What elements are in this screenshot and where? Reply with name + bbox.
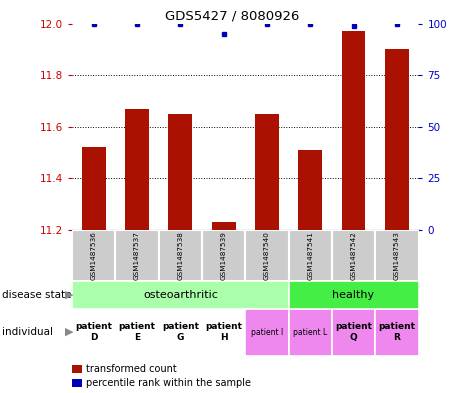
- Text: patient L: patient L: [293, 328, 327, 336]
- Text: patient
R: patient R: [379, 322, 415, 342]
- Text: GSM1487538: GSM1487538: [177, 231, 183, 280]
- Text: ▶: ▶: [65, 290, 73, 300]
- Text: ▶: ▶: [65, 327, 73, 337]
- Text: patient
H: patient H: [205, 322, 242, 342]
- Bar: [375, 230, 418, 281]
- Bar: [72, 230, 115, 281]
- Text: GSM1487543: GSM1487543: [394, 231, 400, 280]
- Bar: [375, 309, 418, 356]
- Bar: [168, 114, 192, 230]
- Text: disease state: disease state: [2, 290, 72, 300]
- Bar: [212, 222, 236, 230]
- Text: GDS5427 / 8080926: GDS5427 / 8080926: [166, 10, 299, 23]
- Bar: [332, 230, 375, 281]
- Text: GSM1487536: GSM1487536: [91, 231, 97, 280]
- Bar: [332, 309, 375, 356]
- Bar: [72, 309, 115, 356]
- Text: percentile rank within the sample: percentile rank within the sample: [86, 378, 251, 388]
- Bar: [82, 147, 106, 230]
- Text: GSM1487540: GSM1487540: [264, 231, 270, 280]
- Text: GSM1487539: GSM1487539: [220, 231, 226, 280]
- Bar: [246, 230, 289, 281]
- Bar: [202, 230, 246, 281]
- Text: patient
Q: patient Q: [335, 322, 372, 342]
- Text: GSM1487542: GSM1487542: [351, 231, 357, 280]
- Bar: [72, 281, 289, 309]
- Bar: [289, 281, 418, 309]
- Text: patient
D: patient D: [75, 322, 112, 342]
- Text: patient
E: patient E: [119, 322, 155, 342]
- Bar: [342, 31, 365, 230]
- Bar: [255, 114, 279, 230]
- Text: patient I: patient I: [251, 328, 283, 336]
- Bar: [115, 309, 159, 356]
- Bar: [202, 309, 246, 356]
- Text: transformed count: transformed count: [86, 364, 177, 375]
- Bar: [289, 309, 332, 356]
- Text: individual: individual: [2, 327, 53, 337]
- Text: healthy: healthy: [332, 290, 375, 300]
- Bar: [299, 150, 322, 230]
- Bar: [385, 50, 409, 230]
- Text: GSM1487537: GSM1487537: [134, 231, 140, 280]
- Text: patient
G: patient G: [162, 322, 199, 342]
- Bar: [246, 309, 289, 356]
- Bar: [159, 309, 202, 356]
- Text: GSM1487541: GSM1487541: [307, 231, 313, 280]
- Bar: [159, 230, 202, 281]
- Bar: [289, 230, 332, 281]
- Bar: [115, 230, 159, 281]
- Text: osteoarthritic: osteoarthritic: [143, 290, 218, 300]
- Bar: [125, 109, 149, 230]
